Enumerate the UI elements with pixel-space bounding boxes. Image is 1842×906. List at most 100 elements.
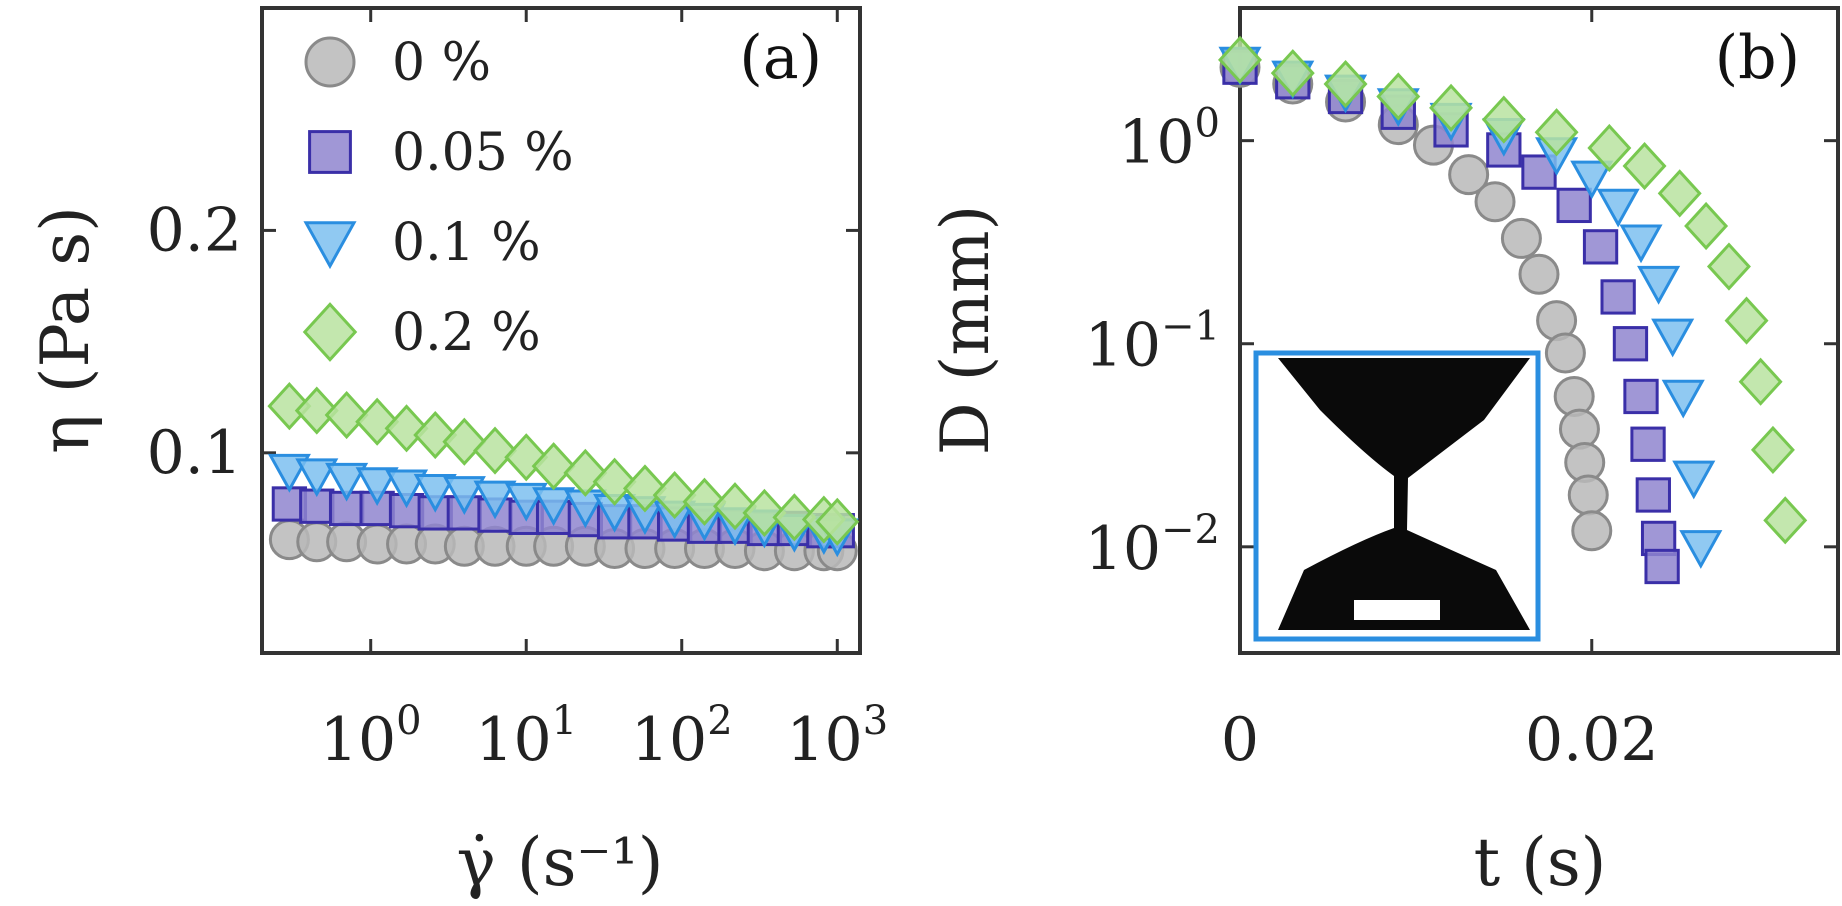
panel-b-x-label: t (s) bbox=[1474, 824, 1607, 901]
b-point bbox=[1635, 477, 1671, 513]
panel-a-tag: (a) bbox=[739, 23, 822, 93]
b-point bbox=[1582, 229, 1619, 265]
b-x-tick-label: 0 bbox=[1221, 705, 1259, 775]
b-point bbox=[1651, 318, 1695, 358]
b-point bbox=[1518, 253, 1560, 295]
panel-a-legend: 0 % 0.05 % 0.1 % 0.2 % bbox=[302, 33, 574, 363]
panel-b-y-label: D (mm) bbox=[927, 205, 1004, 456]
legend-label: 0.05 % bbox=[392, 123, 574, 183]
panel-a-x-tick-labels: 100 101 102 103 bbox=[320, 698, 888, 775]
b-point bbox=[1474, 181, 1516, 223]
b-point bbox=[1672, 460, 1716, 500]
a-point bbox=[713, 482, 757, 531]
a-x-tick-label: 103 bbox=[786, 698, 888, 775]
b-point bbox=[1724, 296, 1769, 345]
b-point bbox=[1571, 510, 1613, 552]
a-point bbox=[413, 410, 458, 460]
b-point bbox=[1558, 408, 1600, 450]
b-point bbox=[1587, 123, 1632, 173]
a-point bbox=[413, 473, 457, 513]
a-point bbox=[772, 493, 817, 542]
panel-a-ticks bbox=[262, 8, 860, 653]
a-point bbox=[355, 467, 399, 507]
a-point bbox=[324, 390, 369, 440]
b-point bbox=[1637, 265, 1681, 305]
b-point bbox=[1657, 169, 1702, 218]
panel-b-tag: (b) bbox=[1715, 23, 1800, 93]
panel-a-marks bbox=[267, 382, 860, 572]
b-point bbox=[1596, 188, 1640, 228]
b-point bbox=[1644, 548, 1680, 585]
b-y-tick-label: 100 bbox=[1118, 101, 1220, 178]
b-point bbox=[1612, 326, 1649, 362]
a-point bbox=[295, 458, 339, 498]
panel-b-y-tick-labels: 100 10−1 10−2 bbox=[1085, 101, 1220, 584]
a-point bbox=[592, 457, 637, 506]
a-y-tick-label: 0.1 bbox=[147, 418, 242, 488]
a-x-tick-label: 102 bbox=[631, 698, 733, 775]
a-point bbox=[355, 397, 400, 446]
a-point bbox=[622, 464, 667, 513]
a-point bbox=[384, 404, 429, 453]
a-point bbox=[384, 469, 429, 509]
a-point bbox=[267, 382, 312, 431]
a-point bbox=[442, 476, 486, 515]
a-point bbox=[531, 442, 576, 491]
panel-a-y-tick-labels: 0.1 0.2 bbox=[147, 195, 242, 487]
legend-marker bbox=[302, 302, 358, 362]
b-point bbox=[1600, 279, 1636, 315]
b-point bbox=[1270, 49, 1315, 98]
panel-b-frame bbox=[1238, 6, 1840, 655]
b-point bbox=[1738, 357, 1783, 406]
b-point bbox=[1481, 95, 1526, 144]
a-point bbox=[473, 426, 518, 475]
b-point bbox=[1619, 224, 1663, 264]
panel-a-y-label: η (Pa s) bbox=[27, 206, 104, 454]
a-point bbox=[325, 462, 369, 502]
a-x-tick-label: 100 bbox=[320, 698, 422, 775]
b-point bbox=[1763, 496, 1808, 545]
a-x-tick-label: 101 bbox=[475, 698, 577, 775]
panel-a-frame bbox=[260, 6, 862, 655]
b-point bbox=[1630, 426, 1666, 462]
b-point bbox=[1323, 59, 1368, 109]
a-y-tick-label: 0.2 bbox=[147, 195, 242, 265]
b-point bbox=[1376, 72, 1421, 121]
b-point bbox=[1544, 332, 1586, 374]
b-point bbox=[1679, 530, 1723, 569]
a-series bbox=[267, 382, 860, 546]
b-point bbox=[1706, 242, 1751, 291]
b-y-tick-label: 10−2 bbox=[1085, 507, 1220, 584]
filament-silhouette bbox=[1278, 358, 1530, 630]
b-x-tick-label: 0.02 bbox=[1525, 705, 1659, 775]
b-point bbox=[1750, 425, 1795, 474]
b-point bbox=[1218, 35, 1262, 84]
b-series bbox=[1218, 35, 1808, 545]
panel-b-x-tick-labels: 0 0.02 bbox=[1221, 705, 1659, 775]
a-point bbox=[815, 497, 860, 546]
legend-label: 0.1 % bbox=[392, 213, 541, 273]
a-point bbox=[652, 471, 697, 520]
b-point bbox=[1622, 141, 1667, 191]
panel-b-ticks bbox=[1238, 8, 1838, 653]
panel-a: 0 % 0.05 % 0.1 % 0.2 % (a) 100 101 102 103 0.1… bbox=[27, 6, 888, 901]
legend-marker bbox=[308, 130, 352, 174]
scale-bar bbox=[1354, 600, 1440, 620]
b-point bbox=[1661, 379, 1705, 419]
b-y-tick-label: 10−1 bbox=[1085, 304, 1220, 381]
b-point bbox=[1500, 217, 1542, 259]
legend-label: 0 % bbox=[392, 33, 491, 93]
legend-label: 0.2 % bbox=[392, 303, 541, 363]
a-point bbox=[742, 488, 787, 537]
a-point bbox=[682, 477, 727, 526]
b-point bbox=[1534, 108, 1579, 157]
b-point bbox=[1684, 201, 1729, 251]
b-point bbox=[1556, 187, 1592, 224]
b-point bbox=[1623, 378, 1659, 415]
b-point bbox=[1570, 160, 1614, 200]
b-point bbox=[1429, 83, 1474, 132]
panel-a-x-label: γ̇ (s⁻¹) bbox=[456, 824, 663, 901]
b-point bbox=[1567, 474, 1609, 516]
a-point bbox=[442, 417, 487, 466]
